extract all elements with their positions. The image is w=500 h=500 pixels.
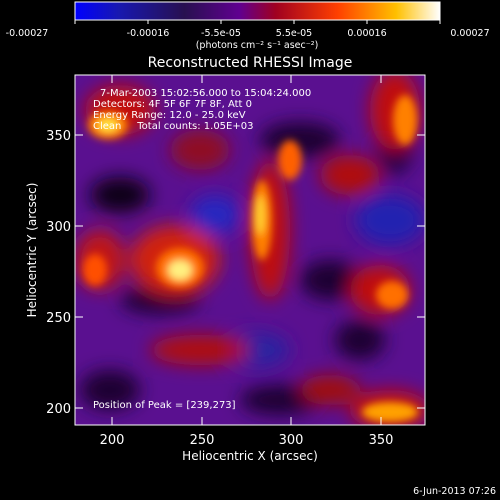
x-tick-label: 200 [100, 433, 125, 448]
y-tick-label: 200 [46, 402, 71, 417]
clean-counts-text: Clean Total counts: 1.05E+03 [93, 121, 253, 132]
plot-frame [74, 74, 426, 426]
y-axis-ticks [75, 134, 425, 409]
x-axis-ticks [111, 75, 382, 425]
colorbar-tick-label: -5.5e-05 [201, 28, 241, 39]
colorbar-tick-label: -0.00027 [6, 28, 49, 39]
y-axis-label: Heliocentric Y (arcsec) [25, 183, 39, 318]
colorbar-tick-label: 5.5e-05 [276, 28, 312, 39]
x-tick-label: 350 [369, 433, 394, 448]
colorbar-tick-label: -0.00016 [127, 28, 170, 39]
y-tick-label: 300 [46, 220, 71, 235]
colorbar [74, 1, 441, 21]
x-axis-label: Heliocentric X (arcsec) [182, 449, 318, 463]
colorbar-tick-label: 0.00016 [347, 28, 386, 39]
detectors-text: Detectors: 4F 5F 6F 7F 8F, Att 0 [93, 99, 252, 110]
x-tick-label: 250 [190, 433, 215, 448]
plot-title: Reconstructed RHESSI Image [148, 55, 353, 71]
colorbar-unit-label: (photons cm⁻² s⁻¹ asec⁻²) [196, 40, 319, 51]
x-tick-label: 300 [279, 433, 304, 448]
energy-range-text: Energy Range: 12.0 - 25.0 keV [93, 110, 246, 121]
colorbar-ticks [74, 20, 441, 24]
date-stamp: 6-Jun-2013 07:26 [413, 486, 496, 497]
colorbar-tick-label: 0.00027 [450, 28, 489, 39]
y-tick-label: 350 [46, 129, 71, 144]
peak-position-text: Position of Peak = [239,273] [93, 400, 236, 411]
y-tick-label: 250 [46, 311, 71, 326]
time-range-text: 7-Mar-2003 15:02:56.000 to 15:04:24.000 [100, 88, 311, 99]
reconstructed-image [75, 75, 425, 425]
